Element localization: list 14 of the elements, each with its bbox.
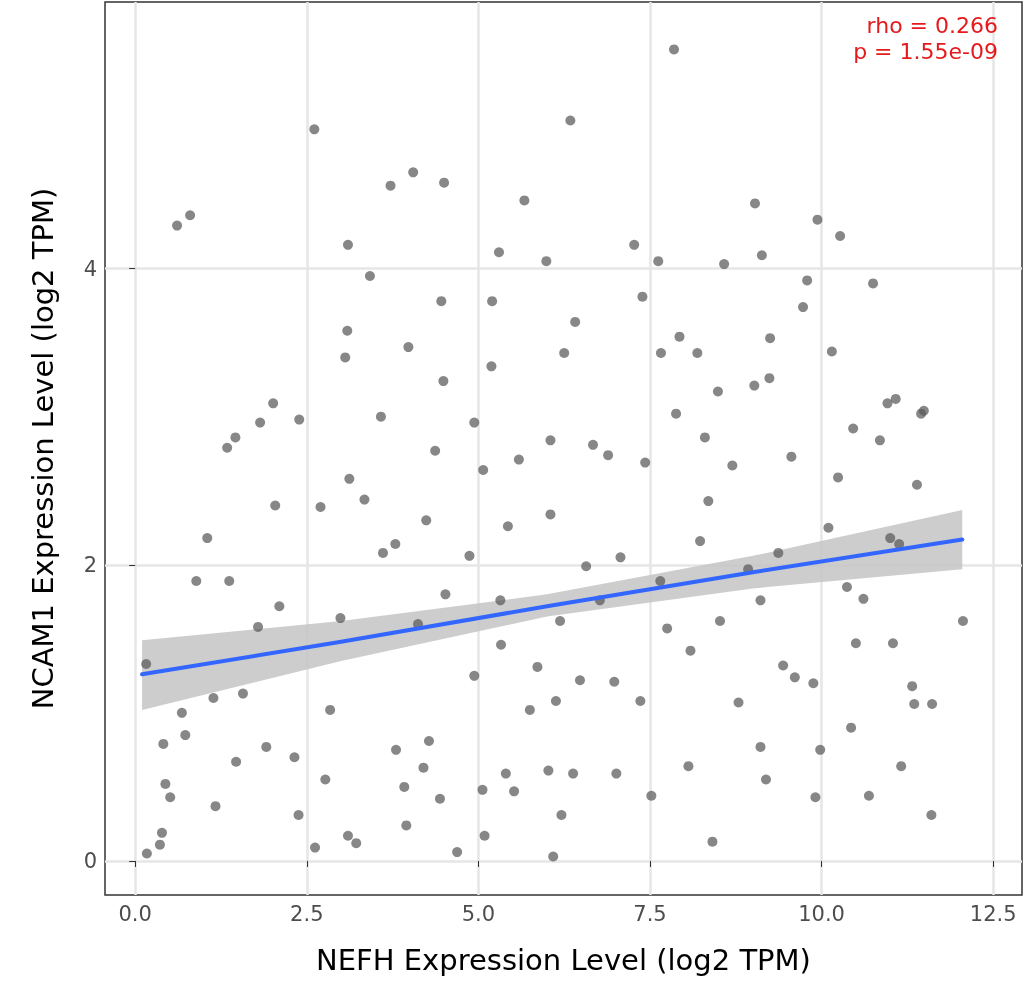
y-tick-label: 2 [83,552,97,577]
x-tick-label: 0.0 [118,901,152,926]
y-axis-title: NCAM1 Expression Level (log2 TPM) [25,187,60,710]
annotation: p = 1.55e-09 [853,38,998,64]
y-tick-label: 4 [83,256,97,281]
x-tick-label: 10.0 [798,901,845,926]
y-tick-label: 0 [83,848,97,873]
x-tick-label: 5.0 [461,901,496,926]
annotation: rho = 0.266 [866,12,998,38]
x-tick-label: 7.5 [633,901,667,926]
line-series [140,537,965,677]
x-tick-label: 2.5 [290,901,324,926]
x-tick-label: 12.5 [969,901,1017,926]
x-axis-title: NEFH Expression Level (log2 TPM) [316,942,811,977]
